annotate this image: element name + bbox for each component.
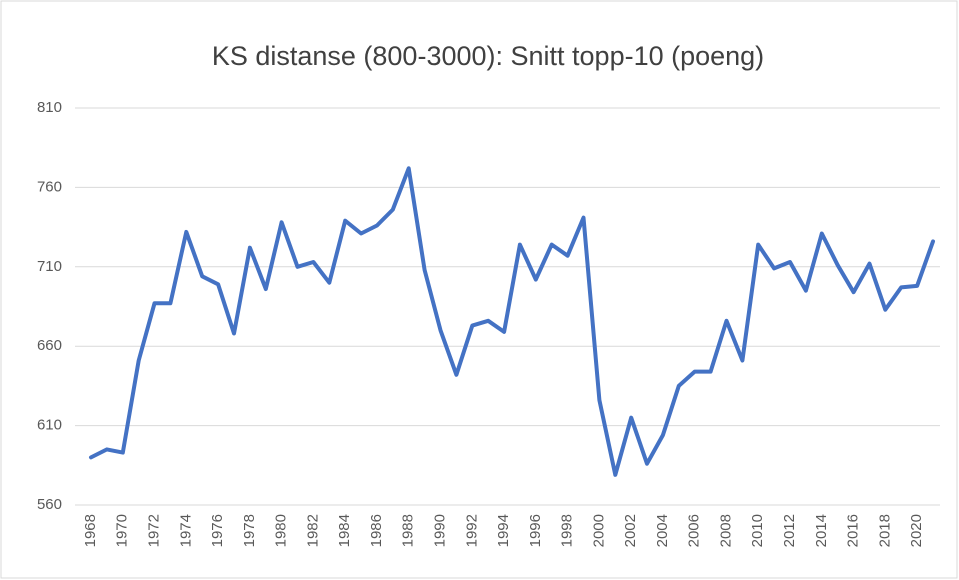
x-tick-label: 2000: [590, 514, 607, 547]
x-tick-label: 2004: [654, 514, 671, 547]
y-tick-label: 610: [37, 417, 62, 434]
x-tick-label: 1982: [304, 514, 321, 547]
x-tick-label: 2002: [622, 514, 639, 547]
x-tick-label: 1994: [495, 514, 512, 547]
x-tick-label: 1992: [463, 514, 480, 547]
x-tick-label: 1988: [400, 514, 417, 547]
x-tick-label: 1996: [527, 514, 544, 547]
x-tick-label: 2012: [781, 514, 798, 547]
x-tick-label: 1972: [146, 514, 163, 547]
x-tick-label: 1976: [209, 514, 226, 547]
x-tick-label: 2008: [717, 514, 734, 547]
x-tick-label: 2010: [749, 514, 766, 547]
x-tick-label: 1990: [431, 514, 448, 547]
x-tick-label: 2018: [876, 514, 893, 547]
x-tick-label: 1998: [559, 514, 576, 547]
x-tick-label: 1978: [241, 514, 258, 547]
x-tick-label: 1970: [114, 514, 131, 547]
y-tick-label: 560: [37, 496, 62, 513]
x-tick-label: 2016: [845, 514, 862, 547]
y-tick-label: 760: [37, 178, 62, 195]
x-tick-label: 2014: [813, 514, 830, 547]
y-tick-label: 660: [37, 337, 62, 354]
x-tick-label: 1974: [177, 514, 194, 547]
data-line: [89, 166, 935, 477]
chart-title: KS distanse (800-3000): Snitt topp-10 (p…: [212, 41, 764, 71]
x-tick-label: 1986: [368, 514, 385, 547]
y-tick-label: 810: [37, 99, 62, 116]
x-tick-label: 1980: [273, 514, 290, 547]
y-tick-label: 710: [37, 258, 62, 275]
x-tick-label: 1968: [82, 514, 99, 547]
x-tick-label: 2006: [686, 514, 703, 547]
x-tick-label: 2020: [908, 514, 925, 547]
x-tick-label: 1984: [336, 514, 353, 547]
